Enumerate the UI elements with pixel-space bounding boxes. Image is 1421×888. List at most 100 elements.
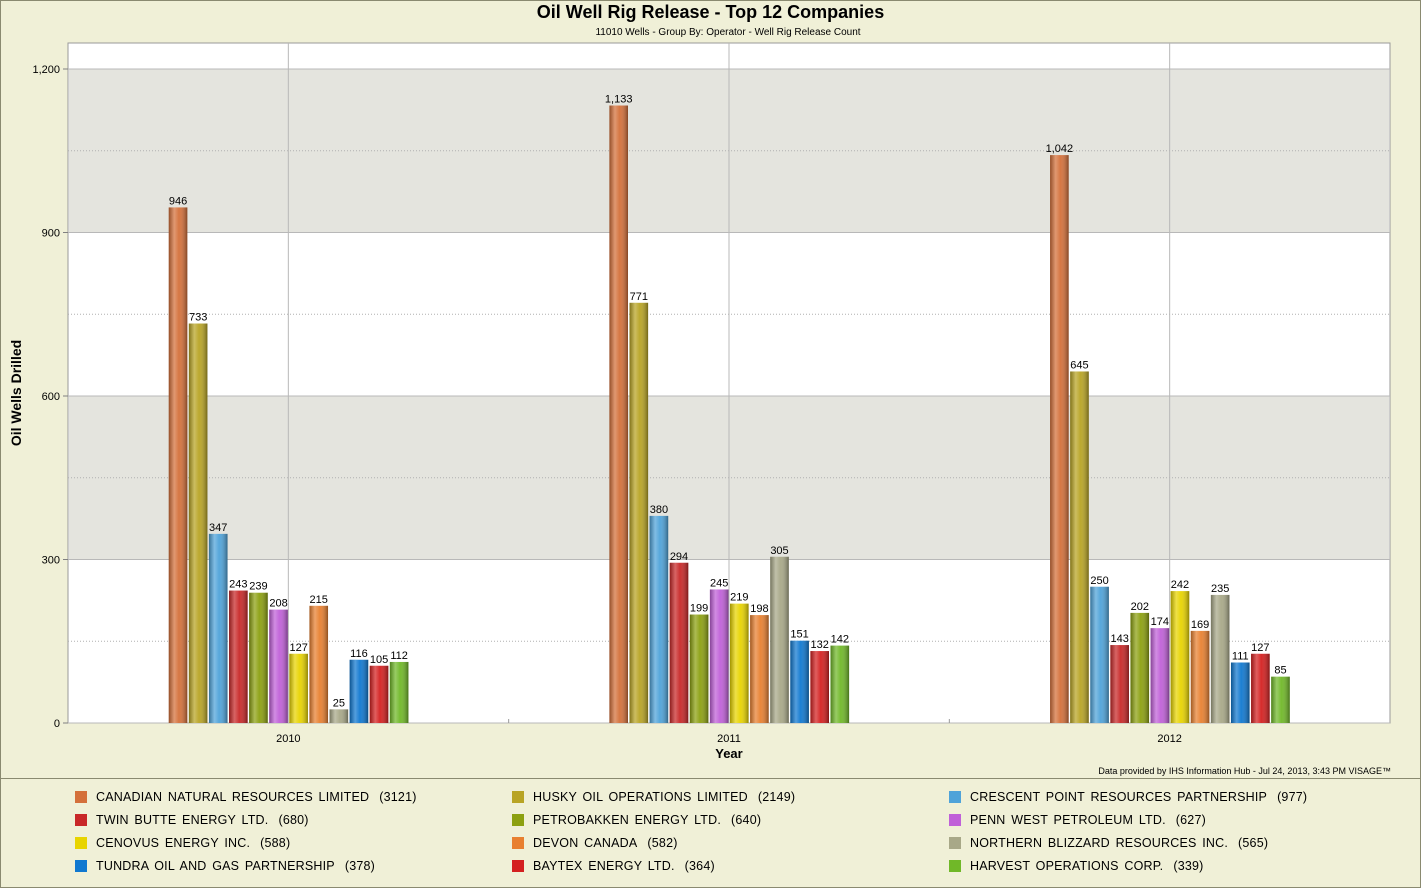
bar-shading — [269, 609, 288, 723]
bar — [750, 615, 769, 723]
bar — [1090, 586, 1109, 723]
bar-shading — [669, 562, 689, 723]
legend-total: (339) — [1173, 859, 1204, 873]
legend-swatch — [512, 837, 524, 849]
legend-item: PETROBAKKEN ENERGY LTD. (640) — [512, 813, 761, 827]
legend-label: PETROBAKKEN ENERGY LTD. — [533, 813, 722, 827]
bar-shading — [1150, 628, 1170, 723]
bar-shading — [208, 533, 228, 723]
y-tick-label: 900 — [42, 228, 60, 240]
bar-shading — [1251, 653, 1270, 723]
bar — [1110, 645, 1129, 723]
bar-value-label: 250 — [1090, 575, 1108, 587]
bar-value-label: 111 — [1232, 651, 1249, 663]
legend-swatch — [75, 791, 87, 803]
bar — [629, 302, 649, 723]
legend-item: CRESCENT POINT RESOURCES PARTNERSHIP (977… — [949, 790, 1307, 804]
legend-swatch — [949, 814, 961, 826]
bar-value-label: 85 — [1274, 665, 1286, 677]
x-axis-title: Year — [715, 746, 742, 761]
bar-shading — [349, 659, 369, 723]
bar — [1070, 371, 1089, 723]
bar — [369, 665, 389, 723]
y-tick-label: 600 — [42, 391, 60, 403]
bar-shading — [1230, 662, 1250, 723]
bar-shading — [709, 589, 729, 723]
bar-value-label: 771 — [630, 291, 648, 303]
legend-item: BAYTEX ENERGY LTD. (364) — [512, 859, 715, 873]
legend-swatch — [75, 860, 87, 872]
bar — [1230, 662, 1250, 723]
bar-value-label: 25 — [333, 697, 345, 709]
bar-value-label: 215 — [310, 594, 328, 606]
legend-swatch — [949, 860, 961, 872]
bar — [689, 614, 709, 723]
legend-total: (627) — [1175, 813, 1206, 827]
bar — [289, 653, 308, 723]
bar-value-label: 112 — [390, 650, 408, 662]
bar — [249, 592, 268, 723]
legend-item: HARVEST OPERATIONS CORP. (339) — [949, 859, 1204, 873]
bar-value-label: 239 — [249, 581, 267, 593]
bar-shading — [329, 709, 349, 723]
bar — [1050, 155, 1069, 724]
legend-total: (364) — [684, 859, 715, 873]
x-tick-label: 2012 — [1157, 733, 1181, 745]
legend-total: (565) — [1238, 836, 1269, 850]
bar-value-label: 202 — [1131, 601, 1149, 613]
bar-shading — [309, 605, 329, 723]
bar-value-label: 380 — [650, 504, 668, 516]
y-tick-label: 1,200 — [32, 64, 60, 76]
y-tick-label: 300 — [42, 555, 60, 567]
legend-swatch — [75, 837, 87, 849]
bar — [329, 709, 349, 723]
bar — [208, 533, 228, 723]
bar-shading — [188, 323, 208, 723]
bar-value-label: 294 — [670, 551, 688, 563]
bar — [770, 556, 789, 723]
bar — [309, 605, 329, 723]
legend-total: (2149) — [757, 790, 796, 804]
legend-label: CENOVUS ENERGY INC. — [96, 836, 251, 850]
bar-shading — [730, 603, 749, 723]
bar — [709, 589, 729, 723]
bar-shading — [369, 665, 389, 723]
bar-shading — [1110, 645, 1129, 723]
bar-value-label: 219 — [730, 592, 748, 604]
bar-value-label: 208 — [269, 598, 287, 610]
bar-shading — [168, 207, 188, 723]
bar-value-label: 1,042 — [1046, 143, 1074, 155]
legend-swatch — [512, 860, 524, 872]
bar-chart: 0 300 600 900 1,200 2010 2011 2012 Oil Wells Dri… — [8, 42, 1391, 761]
legend-total: (640) — [731, 813, 762, 827]
legend-total: (582) — [647, 836, 678, 850]
bar-value-label: 169 — [1191, 619, 1209, 631]
data-credit: Data provided by IHS Information Hub - J… — [1098, 766, 1391, 776]
legend-swatch — [949, 791, 961, 803]
bar-shading — [249, 592, 268, 723]
bar — [229, 590, 248, 723]
chart-subtitle: 11010 Wells - Group By: Operator - Well … — [595, 27, 861, 38]
legend-item: CANADIAN NATURAL RESOURCES LIMITED (3121) — [75, 790, 417, 804]
bar-shading — [689, 614, 709, 723]
bars — [168, 105, 1290, 724]
bar-shading — [810, 651, 829, 723]
legend-item: DEVON CANADA (582) — [512, 836, 678, 850]
bar-value-label: 946 — [169, 195, 187, 207]
x-tick-label: 2010 — [276, 733, 300, 745]
bar — [1271, 676, 1290, 723]
bar-value-label: 242 — [1171, 579, 1189, 591]
legend-item: TWIN BUTTE ENERGY LTD. (680) — [75, 813, 309, 827]
bar-shading — [1070, 371, 1089, 723]
bar-value-label: 1,133 — [605, 94, 633, 106]
bar — [830, 645, 850, 723]
legend-label: NORTHERN BLIZZARD RESOURCES INC. — [970, 836, 1229, 850]
legend-label: CRESCENT POINT RESOURCES PARTNERSHIP — [970, 790, 1268, 804]
bar-shading — [649, 515, 669, 723]
legend-item: PENN WEST PETROLEUM LTD. (627) — [949, 813, 1206, 827]
legend-divider — [0, 778, 1421, 779]
bar — [609, 105, 628, 723]
bar — [730, 603, 749, 723]
grid-lines — [68, 43, 1390, 724]
